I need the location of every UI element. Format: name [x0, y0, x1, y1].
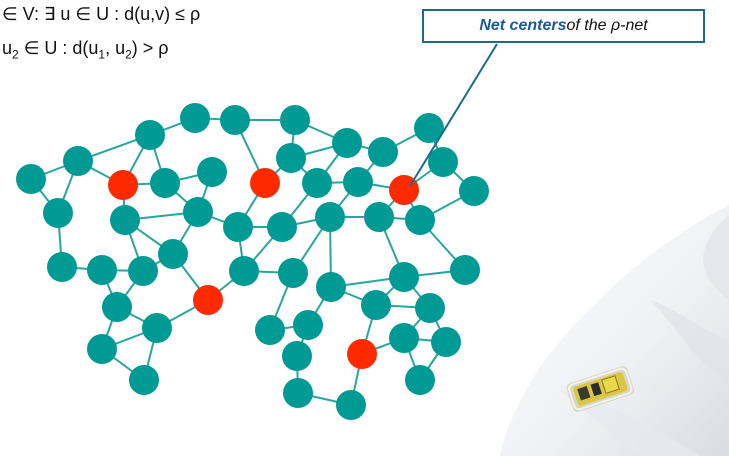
graph-node: [102, 292, 132, 322]
net-center-node: [347, 339, 377, 369]
graph-node: [450, 255, 480, 285]
graph-node: [16, 164, 46, 194]
graph-node: [255, 315, 285, 345]
graph-node: [414, 113, 444, 143]
graph-node: [280, 105, 310, 135]
graph-node: [142, 313, 172, 343]
covering-condition-text: ∈ V: ∃ u ∈ U : d(u,v) ≤ ρ: [2, 4, 201, 24]
graph-node: [158, 239, 188, 269]
packing-condition-formula: u2 ∈ U : d(u1, u2) > ρ: [2, 38, 169, 62]
graph-node: [87, 334, 117, 364]
packing-condition-mid: ∈ U : d(u: [18, 38, 99, 58]
graph-node: [150, 168, 180, 198]
sensor-device-image: [566, 366, 635, 412]
graph-node: [364, 202, 394, 232]
sensor-battery: [601, 375, 620, 395]
graph-node: [128, 256, 158, 286]
net-center-node: [193, 285, 223, 315]
graph-node: [47, 252, 77, 282]
graph-node: [368, 137, 398, 167]
graph-node: [180, 103, 210, 133]
graph-node: [87, 255, 117, 285]
callout-pointer-line: [409, 43, 498, 187]
graph-node: [336, 390, 366, 420]
graph-node: [110, 205, 140, 235]
sensor-case-outline: [568, 367, 633, 411]
graph-node: [302, 168, 332, 198]
graph-node: [361, 290, 391, 320]
graph-node: [415, 293, 445, 323]
net-centers-callout: Net centers of the ρ-net: [422, 9, 705, 43]
graph-node: [278, 258, 308, 288]
packing-condition-sep: , u: [105, 38, 126, 58]
sensor-chip-1: [577, 386, 591, 401]
graph-node: [197, 157, 227, 187]
graph-node: [220, 105, 250, 135]
callout-bold-text: Net centers: [479, 17, 567, 34]
graph-node: [293, 310, 323, 340]
graph-node: [283, 378, 313, 408]
graph-node: [405, 205, 435, 235]
packing-sub-2: 1: [98, 47, 106, 62]
graph-node: [135, 120, 165, 150]
net-center-node: [250, 168, 280, 198]
graph-nodes: [16, 103, 489, 420]
packing-condition-lead: u: [2, 38, 13, 58]
sensor-chip-2: [590, 382, 602, 397]
graph-node: [63, 146, 93, 176]
graph-node: [389, 262, 419, 292]
graph-node: [43, 198, 73, 228]
graph-node: [223, 212, 253, 242]
graph-node: [267, 212, 297, 242]
graph-node: [428, 147, 458, 177]
graph-node: [431, 327, 461, 357]
graph-node: [129, 365, 159, 395]
covering-condition-formula: ∈ V: ∃ u ∈ U : d(u,v) ≤ ρ: [2, 4, 200, 25]
graph-node: [316, 272, 346, 302]
graph-node: [389, 323, 419, 353]
packing-sub-3: 2: [125, 47, 132, 62]
snow-background: [500, 205, 729, 456]
packing-sub-1: 2: [12, 47, 19, 62]
graph-node: [282, 341, 312, 371]
graph-node: [229, 256, 259, 286]
graph-node: [343, 167, 373, 197]
callout-rest-text: of the ρ-net: [566, 17, 648, 34]
graph-node: [405, 365, 435, 395]
graph-node: [459, 176, 489, 206]
graph-node: [183, 197, 213, 227]
graph-node: [315, 202, 345, 232]
graph-node: [276, 143, 306, 173]
graph-node: [332, 128, 362, 158]
net-center-node: [108, 170, 138, 200]
packing-condition-tail: ) > ρ: [131, 38, 169, 58]
